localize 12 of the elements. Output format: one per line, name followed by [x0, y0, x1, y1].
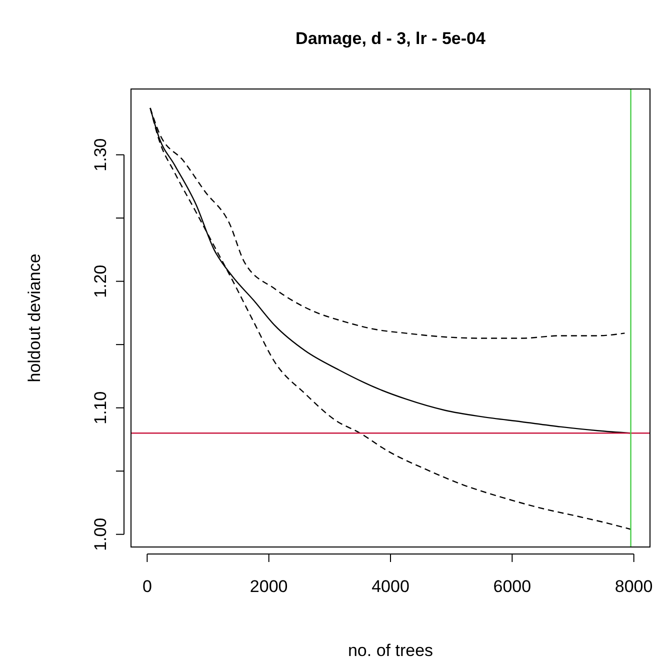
- x-tick-label: 8000: [614, 577, 653, 596]
- y-tick-label: 1.10: [91, 391, 110, 424]
- x-tick-label: 4000: [372, 577, 410, 596]
- y-axis-title: holdout deviance: [25, 254, 44, 382]
- x-tick-label: 0: [142, 577, 152, 596]
- chart-title: Damage, d - 3, lr - 5e-04: [296, 29, 486, 48]
- x-axis-title: no. of trees: [348, 641, 434, 660]
- y-tick-label: 1.30: [91, 138, 110, 172]
- x-tick-label: 6000: [493, 577, 532, 596]
- x-tick-label: 2000: [250, 577, 288, 596]
- y-tick-label: 1.00: [91, 518, 110, 551]
- y-tick-label: 1.20: [91, 264, 110, 298]
